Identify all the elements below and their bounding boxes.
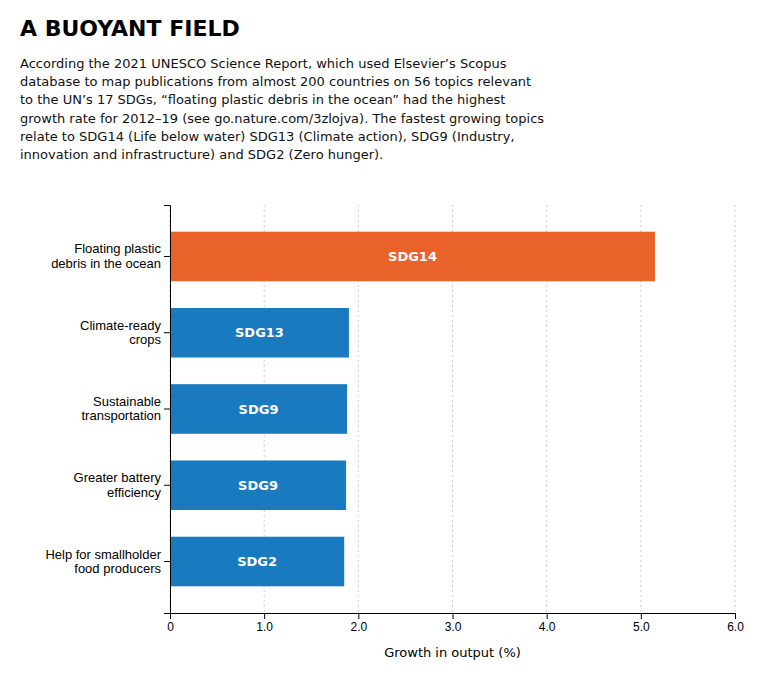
- x-tick: 5.0: [633, 613, 650, 634]
- y-tick-label: Sustainabletransportation: [82, 394, 162, 423]
- bar: [170, 232, 655, 282]
- y-tick: Greater batteryefficiency: [74, 470, 170, 499]
- x-tick: 2.0: [350, 613, 367, 634]
- subtitle-line: relate to SDG14 (Life below water) SDG13…: [20, 129, 515, 144]
- y-tick-label-line: Sustainable: [93, 394, 161, 409]
- y-tick: Sustainabletransportation: [82, 394, 171, 423]
- x-tick-mark: [641, 613, 642, 619]
- subtitle-line: According the 2021 UNESCO Science Report…: [20, 56, 507, 71]
- bar: [170, 537, 344, 587]
- subtitle-line: innovation and infrastructure) and SDG2 …: [20, 147, 383, 162]
- y-tick-label-line: food producers: [74, 561, 161, 576]
- x-axis-line: [171, 614, 736, 620]
- y-tick: Floating plasticdebris in the ocean: [51, 241, 170, 270]
- x-tick: 0: [167, 613, 174, 634]
- y-axis: Help for smallholderfood producers Greate…: [45, 206, 170, 614]
- x-tick: 4.0: [539, 613, 556, 634]
- x-tick-mark: [264, 613, 265, 619]
- y-tick-label: Climate-readycrops: [80, 318, 161, 347]
- subtitle-line: database to map publications from almost…: [20, 74, 531, 89]
- subtitle-line: growth rate for 2012–19 (see go.nature.c…: [20, 111, 544, 126]
- x-tick: 3.0: [445, 613, 462, 634]
- y-tick-label: Help for smallholderfood producers: [45, 547, 161, 576]
- y-tick-label-line: Floating plastic: [74, 241, 161, 256]
- x-tick-label: 3.0: [445, 620, 462, 634]
- bar: [170, 308, 349, 358]
- y-tick-label-line: transportation: [82, 408, 162, 423]
- x-tick-mark: [547, 613, 548, 619]
- y-tick-label-line: Help for smallholder: [45, 547, 161, 562]
- grid-line: [735, 205, 736, 613]
- subtitle-line: to the UN’s 17 SDGs, “floating plastic d…: [20, 92, 505, 107]
- y-tick-label: Floating plasticdebris in the ocean: [51, 241, 161, 270]
- x-tick-label: 6.0: [727, 620, 744, 634]
- x-tick: 1.0: [256, 613, 273, 634]
- y-axis-line: [164, 206, 171, 614]
- x-tick-label: 2.0: [350, 620, 367, 634]
- x-tick-mark: [453, 613, 454, 619]
- title: A BUOYANT FIELD: [20, 16, 240, 41]
- y-tick-mark: [164, 561, 170, 562]
- x-axis: 0 1.0 2.0 3.0 4.0 5.0 6.0: [167, 613, 744, 634]
- y-tick-label-line: crops: [129, 332, 161, 347]
- subtitle: According the 2021 UNESCO Science Report…: [20, 56, 544, 162]
- y-tick-label-line: Climate-ready: [80, 318, 161, 333]
- x-tick-mark: [358, 613, 359, 619]
- bar-annotation: SDG9: [239, 402, 279, 417]
- y-tick-mark: [164, 409, 170, 410]
- bar-annotation: SDG14: [388, 249, 437, 264]
- bars: [170, 232, 655, 587]
- x-tick-label: 4.0: [539, 620, 556, 634]
- x-tick: 6.0: [727, 613, 744, 634]
- x-tick-label: 0: [167, 620, 174, 634]
- y-tick-label-line: debris in the ocean: [51, 256, 161, 271]
- bar-annotation: SDG9: [238, 478, 278, 493]
- y-tick-label-line: efficiency: [107, 485, 161, 500]
- x-tick-label: 1.0: [256, 620, 273, 634]
- x-axis-label: Growth in output (%): [384, 645, 521, 660]
- y-tick: Help for smallholderfood producers: [45, 547, 170, 576]
- plot: SDG2 SDG9 SDG9 SDG13 SDG14 0 1.0 2.0 3.0 4.0 5.0 6.…: [45, 205, 744, 660]
- x-tick-label: 5.0: [633, 620, 650, 634]
- bar-annotations: SDG2 SDG9 SDG9 SDG13 SDG14: [235, 249, 437, 569]
- y-tick-label-line: Greater battery: [74, 470, 162, 485]
- y-tick-mark: [164, 256, 170, 257]
- y-tick-mark: [164, 332, 170, 333]
- y-tick-mark: [164, 485, 170, 486]
- y-tick: Climate-readycrops: [80, 318, 170, 347]
- bar-annotation: SDG13: [235, 325, 284, 340]
- bar: [170, 384, 347, 434]
- y-tick-label: Greater batteryefficiency: [74, 470, 162, 499]
- bar-annotation: SDG2: [237, 554, 277, 569]
- chart: A BUOYANT FIELD According the 2021 UNESCO…: [0, 0, 767, 675]
- grid: [170, 205, 735, 613]
- x-tick-mark: [735, 613, 736, 619]
- bar: [170, 460, 346, 510]
